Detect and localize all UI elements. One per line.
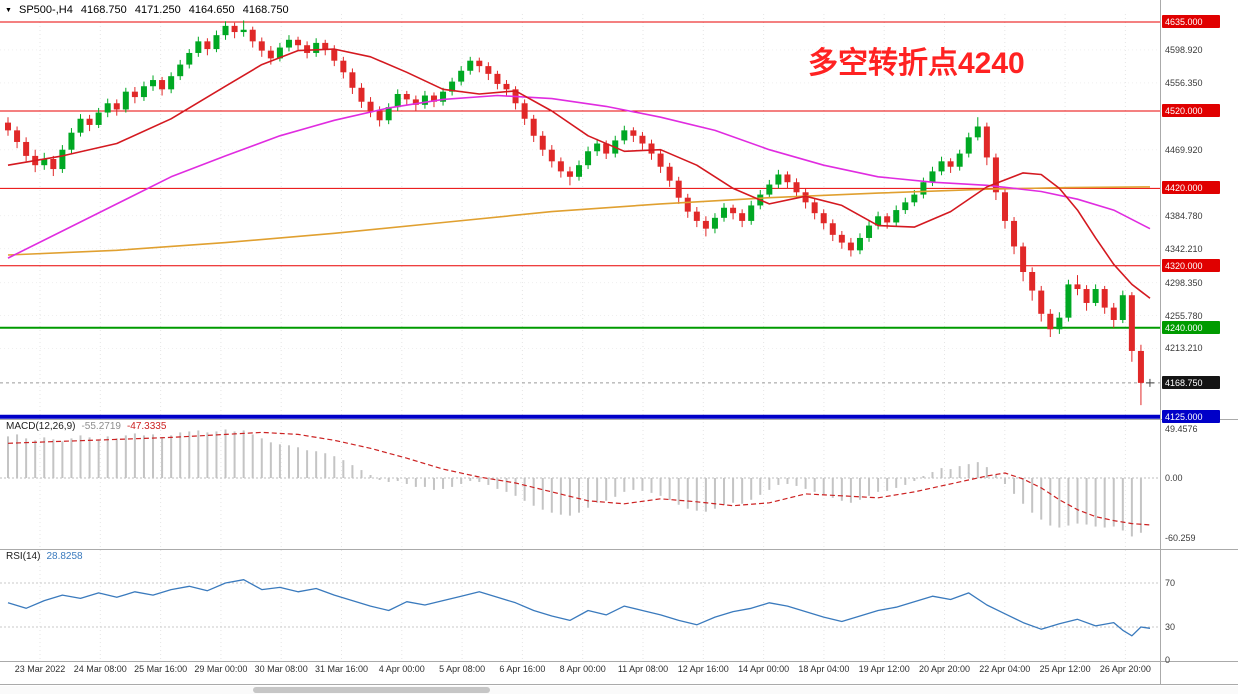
ohlc-close-value: 4168.750 [242,4,289,16]
price-axis: 4598.920 4556.350 4469.920 4384.780 4342.210… [1161,0,1238,694]
price-axis-label: 4598.920 [1165,44,1203,55]
time-axis-label: 12 Apr 16:00 [677,664,729,674]
price-axis-label: 4384.780 [1165,210,1203,221]
macd-axis-label: 0.00 [1165,473,1183,483]
price-level-badge: 4168.750 [1162,375,1220,389]
time-axis: 23 Mar 2022 24 Mar 08:00 25 Mar 16:00 29 Ma… [0,664,1160,682]
macd-main-value: -55.2719 [81,421,121,432]
time-axis-label: 14 Apr 00:00 [738,664,790,674]
macd-axis-label: 49.4576 [1165,423,1198,434]
time-axis-label: 20 Apr 20:00 [918,664,971,674]
time-axis-label: 18 Apr 04:00 [798,664,850,674]
price-axis-label: 4298.350 [1165,277,1203,288]
macd-signal-value: -47.3335 [126,421,167,432]
time-axis-label: 5 Apr 08:00 [439,664,486,674]
price-axis-label: 4556.350 [1165,77,1203,88]
price-axis-label: 4255.780 [1165,310,1203,321]
time-axis-label: 29 Mar 00:00 [194,664,248,674]
price-level-badge: 4635.000 [1162,15,1220,28]
time-axis-label: 23 Mar 2022 [14,664,66,674]
rsi-label-text: RSI(14) [6,551,41,562]
macd-indicator-label: MACD(12,26,9) -55.2719 -47.3335 [6,421,166,432]
price-axis-label: 4213.210 [1165,343,1203,354]
time-axis-label: 30 Mar 08:00 [254,664,308,674]
scrollbar-thumb[interactable] [253,687,490,693]
price-level-badge: 4125.000 [1162,409,1220,423]
rsi-value: 28.8258 [46,551,83,562]
rsi-axis-label: 0 [1165,655,1171,665]
time-axis-label: 6 Apr 16:00 [499,664,546,674]
ohlc-open-value: 4168.750 [80,4,127,16]
rsi-axis-label: 70 [1165,578,1176,588]
chart-header: ▼ SP500-,H4 4168.750 4171.250 4164.650 4… [5,4,294,16]
time-axis-label: 8 Apr 00:00 [559,664,606,674]
time-axis-label: 11 Apr 08:00 [617,664,669,674]
macd-axis-label: -60.259 [1165,532,1196,543]
time-axis-label: 19 Apr 12:00 [858,664,910,674]
time-axis-label: 25 Apr 12:00 [1039,664,1091,674]
price-level-badge: 4240.000 [1162,320,1220,334]
price-axis-label: 4342.210 [1165,243,1203,254]
time-axis-label: 26 Apr 20:00 [1099,664,1151,674]
macd-label-text: MACD(12,26,9) [6,421,76,432]
time-axis-label: 22 Apr 04:00 [979,664,1031,674]
time-axis-label: 25 Mar 16:00 [134,664,188,674]
price-axis-label: 4469.920 [1165,144,1203,155]
ohlc-low-value: 4164.650 [188,4,235,16]
time-axis-label: 4 Apr 00:00 [378,664,425,674]
time-axis-label: 24 Mar 08:00 [73,664,127,674]
annotation-text: 多空转折点4240 [808,47,1025,80]
horizontal-scrollbar[interactable] [0,686,1238,694]
price-level-badge: 4420.000 [1162,181,1220,195]
price-level-badge: 4320.000 [1162,258,1220,272]
symbol-period-label: SP500-,H4 [19,4,73,16]
collapse-icon[interactable]: ▼ [5,7,12,14]
price-level-badge: 4520.000 [1162,104,1220,117]
ohlc-high-value: 4171.250 [134,4,181,16]
rsi-axis-label: 30 [1165,622,1176,632]
rsi-indicator-label: RSI(14) 28.8258 [6,551,83,562]
time-axis-label: 31 Mar 16:00 [314,664,369,674]
